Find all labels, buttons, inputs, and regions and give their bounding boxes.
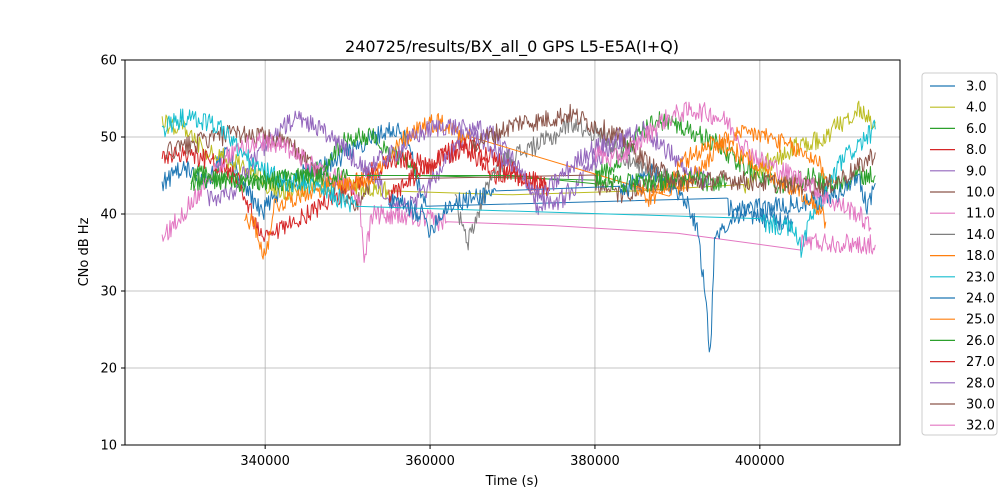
x-tick-label: 380000	[570, 454, 620, 469]
x-tick-label: 360000	[405, 454, 455, 469]
x-tick-label: 340000	[240, 454, 290, 469]
y-tick-label: 20	[100, 362, 117, 377]
legend-label: 32.0	[966, 419, 995, 434]
series-line-14-0	[454, 112, 670, 251]
y-axis-label: CNo dB Hz	[77, 217, 92, 286]
legend-label: 24.0	[966, 292, 995, 307]
plot-frame	[124, 59, 901, 446]
series-line-27-0	[388, 136, 551, 203]
series-line-18-0	[244, 113, 835, 260]
series-line-25-0	[635, 136, 827, 229]
legend-label: 26.0	[966, 334, 995, 349]
legend-label: 8.0	[966, 143, 987, 158]
legend-label: 28.0	[966, 376, 995, 391]
legend-label: 4.0	[966, 101, 987, 116]
legend-label: 14.0	[966, 228, 995, 243]
series-line-8-0	[161, 139, 546, 242]
series-layer	[161, 100, 876, 353]
series-line-9-0	[206, 110, 711, 216]
legend-box	[921, 72, 998, 436]
y-tick-label: 40	[100, 208, 117, 223]
chart-title: 240725/results/BX_all_0 GPS L5-E5A(I+Q)	[345, 37, 679, 57]
y-tick-label: 60	[100, 54, 117, 69]
legend-label: 10.0	[966, 186, 995, 201]
x-axis-label: Time (s)	[485, 474, 539, 489]
legend-label: 9.0	[966, 164, 987, 179]
y-tick-label: 30	[100, 285, 117, 300]
series-line-32-0	[594, 101, 872, 232]
x-tick-label: 400000	[735, 454, 785, 469]
legend-label: 18.0	[966, 249, 995, 264]
legend: 3.0 4.0 6.0 8.0 9.0 10.0 11.0 14.0 18.0 23.0 24.0 2…	[921, 72, 998, 436]
series-line-11-0	[161, 132, 876, 263]
series-line-24-0	[388, 162, 876, 353]
y-tick-label: 50	[100, 131, 117, 146]
y-axis: 10 20 30 40 50 60	[100, 54, 125, 454]
series-line-3-0	[161, 122, 794, 232]
series-line-28-0	[363, 118, 633, 206]
legend-label: 3.0	[966, 80, 987, 95]
y-tick-label: 10	[100, 439, 117, 454]
legend-label: 27.0	[966, 355, 995, 370]
legend-label: 25.0	[966, 313, 995, 328]
legend-label: 23.0	[966, 270, 995, 285]
legend-label: 6.0	[966, 122, 987, 137]
legend-label: 11.0	[966, 207, 995, 222]
x-axis: 340000 360000 380000 400000	[240, 445, 785, 469]
legend-label: 30.0	[966, 398, 995, 413]
